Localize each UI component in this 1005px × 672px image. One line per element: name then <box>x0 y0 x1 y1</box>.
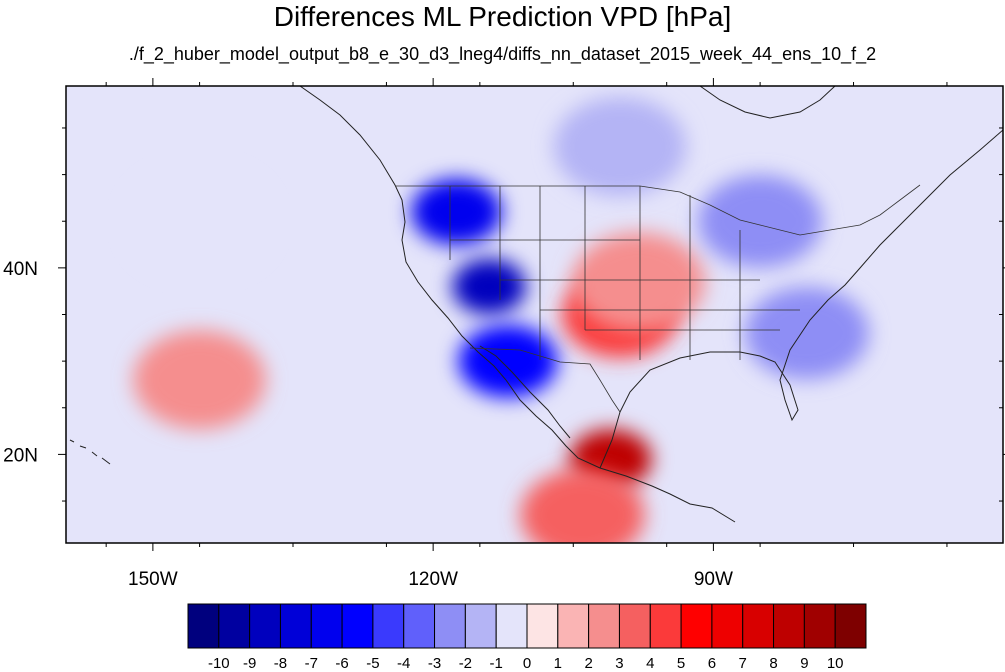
hawaii-islands <box>69 439 111 465</box>
colorbar-swatch <box>434 603 466 649</box>
colorbar-label: -5 <box>366 655 379 672</box>
colorbar-swatch <box>310 603 343 649</box>
colorbar-label: 2 <box>584 655 592 672</box>
colorbar-swatch <box>403 603 436 649</box>
field-patch-5 <box>572 232 705 332</box>
coastlines <box>69 86 1003 523</box>
field-patch-0 <box>452 258 527 315</box>
colorbar-swatch <box>495 603 528 649</box>
colorbar-label: -10 <box>208 655 230 672</box>
y-tick-label: 40N <box>3 259 38 280</box>
colorbar-label: -4 <box>397 655 410 672</box>
colorbar-label: -9 <box>243 655 256 672</box>
field-patch-11 <box>129 168 271 274</box>
colorbar-label: 5 <box>677 655 685 672</box>
colorbar-label: -8 <box>274 655 287 672</box>
y-tick-label: 20N <box>3 445 38 466</box>
x-tick-label: 90W <box>694 569 733 590</box>
colorbar-label: 10 <box>827 655 844 672</box>
field-patch-9 <box>744 286 869 380</box>
x-tick-label: 120W <box>408 569 458 590</box>
colorbar-swatch <box>803 603 836 649</box>
field-patch-1 <box>411 178 502 246</box>
colorbar-label: -6 <box>335 655 348 672</box>
field-patch-7 <box>520 468 645 543</box>
colorbar-swatch <box>557 603 590 649</box>
colorbar-swatch <box>742 603 775 649</box>
colorbar-label: 9 <box>800 655 808 672</box>
colorbar-label: 7 <box>739 655 747 672</box>
chart-title: Differences ML Prediction VPD [hPa] <box>273 1 732 32</box>
colorbar-label: -1 <box>490 655 503 672</box>
colorbar-swatch <box>341 603 374 649</box>
colorbar-swatch <box>187 603 220 649</box>
field-patch-10 <box>697 175 823 268</box>
colorbar-swatch <box>372 603 405 649</box>
colorbar-swatch <box>834 603 867 649</box>
colorbar-label: 6 <box>708 655 716 672</box>
colorbar-swatch <box>773 603 805 649</box>
colorbar-swatch <box>649 603 682 649</box>
us-canada-border <box>395 184 921 236</box>
colorbar-label: -2 <box>459 655 472 672</box>
colorbar-label: -3 <box>428 655 441 672</box>
state-lines <box>449 186 800 360</box>
value-field <box>129 97 869 543</box>
colorbar-swatch <box>279 603 312 649</box>
axis-ticks <box>58 78 1005 551</box>
colorbar-swatch <box>680 603 713 649</box>
colorbar-label: -7 <box>305 655 318 672</box>
colorbar-swatch <box>526 603 559 649</box>
field-patch-8 <box>553 97 687 197</box>
us-mexico-border <box>469 347 621 413</box>
chart-subtitle: ./f_2_huber_model_output_b8_e_30_d3_lneg… <box>128 44 877 64</box>
colorbar-swatch <box>618 603 651 649</box>
x-tick-label: 150W <box>128 569 178 590</box>
colorbar-swatch <box>464 603 497 649</box>
hudson-bay-coastline <box>699 86 836 119</box>
colorbar-labels: -10 -9 -8 -7 -6 -5 -4 -3 -2 -1 0 1 2 3 4 5 6 7 8 9 10 <box>208 655 844 672</box>
axis-tick-labels: 150W 120W 90W 40N 20N <box>3 259 733 590</box>
colorbar <box>187 603 867 649</box>
north-america-coastline <box>299 86 736 523</box>
colorbar-label: 4 <box>646 655 654 672</box>
gulf-coastline <box>599 129 1003 469</box>
colorbar-label: 0 <box>523 655 531 672</box>
field-patch-6 <box>133 330 266 430</box>
field-patch-2 <box>458 324 558 398</box>
colorbar-swatch <box>588 603 620 649</box>
baja-coastline <box>479 345 571 439</box>
colorbar-label: 1 <box>554 655 562 672</box>
political-borders <box>395 184 921 413</box>
colorbar-swatch <box>218 603 251 649</box>
colorbar-swatch <box>711 603 744 649</box>
colorbar-label: 3 <box>615 655 623 672</box>
colorbar-label: 8 <box>769 655 777 672</box>
colorbar-swatch <box>249 603 281 649</box>
